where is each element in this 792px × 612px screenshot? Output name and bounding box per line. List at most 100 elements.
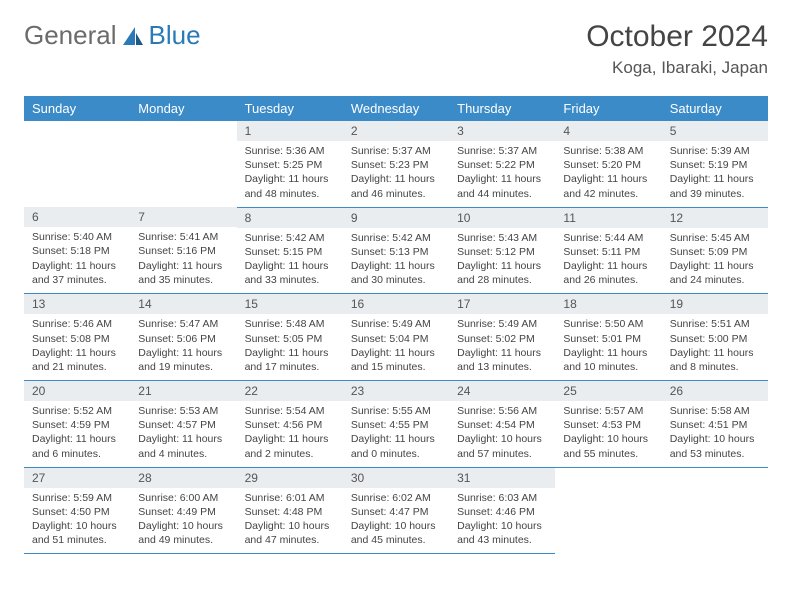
- calendar-cell: 30Sunrise: 6:02 AMSunset: 4:47 PMDayligh…: [343, 467, 449, 554]
- day-number: 6: [24, 207, 130, 227]
- calendar-cell: 1Sunrise: 5:36 AMSunset: 5:25 PMDaylight…: [237, 121, 343, 207]
- calendar-row: 27Sunrise: 5:59 AMSunset: 4:50 PMDayligh…: [24, 467, 768, 554]
- calendar-row: 20Sunrise: 5:52 AMSunset: 4:59 PMDayligh…: [24, 381, 768, 468]
- calendar-cell: 25Sunrise: 5:57 AMSunset: 4:53 PMDayligh…: [555, 381, 661, 468]
- day-content: Sunrise: 5:51 AMSunset: 5:00 PMDaylight:…: [662, 314, 768, 380]
- day-content: Sunrise: 5:41 AMSunset: 5:16 PMDaylight:…: [130, 227, 236, 293]
- logo: General Blue: [24, 20, 201, 51]
- day-number: 1: [237, 121, 343, 141]
- day-number: 12: [662, 208, 768, 228]
- day-number: 4: [555, 121, 661, 141]
- weekday-header: Tuesday: [237, 96, 343, 121]
- weekday-header: Monday: [130, 96, 236, 121]
- calendar-cell: 27Sunrise: 5:59 AMSunset: 4:50 PMDayligh…: [24, 467, 130, 554]
- day-content: Sunrise: 5:59 AMSunset: 4:50 PMDaylight:…: [24, 488, 130, 554]
- calendar-cell: 4Sunrise: 5:38 AMSunset: 5:20 PMDaylight…: [555, 121, 661, 207]
- weekday-header-row: SundayMondayTuesdayWednesdayThursdayFrid…: [24, 96, 768, 121]
- calendar-row: 6Sunrise: 5:40 AMSunset: 5:18 PMDaylight…: [24, 207, 768, 294]
- calendar-cell: 13Sunrise: 5:46 AMSunset: 5:08 PMDayligh…: [24, 294, 130, 381]
- calendar-body: 1Sunrise: 5:36 AMSunset: 5:25 PMDaylight…: [24, 121, 768, 554]
- day-number: 17: [449, 294, 555, 314]
- calendar-cell: 29Sunrise: 6:01 AMSunset: 4:48 PMDayligh…: [237, 467, 343, 554]
- day-number: 5: [662, 121, 768, 141]
- logo-sail-icon: [121, 25, 145, 47]
- calendar-cell: 9Sunrise: 5:42 AMSunset: 5:13 PMDaylight…: [343, 207, 449, 294]
- calendar-cell: [555, 467, 661, 554]
- day-number: 25: [555, 381, 661, 401]
- day-number: 9: [343, 208, 449, 228]
- calendar-cell: [130, 121, 236, 207]
- day-content: Sunrise: 6:00 AMSunset: 4:49 PMDaylight:…: [130, 488, 236, 554]
- day-number: 30: [343, 468, 449, 488]
- calendar-table: SundayMondayTuesdayWednesdayThursdayFrid…: [24, 96, 768, 554]
- day-content: Sunrise: 6:01 AMSunset: 4:48 PMDaylight:…: [237, 488, 343, 554]
- day-content: Sunrise: 6:03 AMSunset: 4:46 PMDaylight:…: [449, 488, 555, 554]
- day-number: 8: [237, 208, 343, 228]
- weekday-header: Sunday: [24, 96, 130, 121]
- day-content: Sunrise: 5:36 AMSunset: 5:25 PMDaylight:…: [237, 141, 343, 207]
- calendar-cell: 23Sunrise: 5:55 AMSunset: 4:55 PMDayligh…: [343, 381, 449, 468]
- calendar-cell: 2Sunrise: 5:37 AMSunset: 5:23 PMDaylight…: [343, 121, 449, 207]
- day-content: Sunrise: 5:56 AMSunset: 4:54 PMDaylight:…: [449, 401, 555, 467]
- calendar-cell: 20Sunrise: 5:52 AMSunset: 4:59 PMDayligh…: [24, 381, 130, 468]
- calendar-cell: 5Sunrise: 5:39 AMSunset: 5:19 PMDaylight…: [662, 121, 768, 207]
- day-number: 31: [449, 468, 555, 488]
- day-content: Sunrise: 5:45 AMSunset: 5:09 PMDaylight:…: [662, 228, 768, 294]
- day-number: 3: [449, 121, 555, 141]
- day-number: 19: [662, 294, 768, 314]
- day-content: Sunrise: 5:50 AMSunset: 5:01 PMDaylight:…: [555, 314, 661, 380]
- calendar-cell: 19Sunrise: 5:51 AMSunset: 5:00 PMDayligh…: [662, 294, 768, 381]
- day-number: 26: [662, 381, 768, 401]
- calendar-cell: 3Sunrise: 5:37 AMSunset: 5:22 PMDaylight…: [449, 121, 555, 207]
- weekday-header: Wednesday: [343, 96, 449, 121]
- page-header: General Blue October 2024 Koga, Ibaraki,…: [24, 20, 768, 78]
- day-number: 22: [237, 381, 343, 401]
- location-text: Koga, Ibaraki, Japan: [586, 58, 768, 78]
- day-number: 28: [130, 468, 236, 488]
- calendar-row: 1Sunrise: 5:36 AMSunset: 5:25 PMDaylight…: [24, 121, 768, 207]
- calendar-cell: 11Sunrise: 5:44 AMSunset: 5:11 PMDayligh…: [555, 207, 661, 294]
- day-content: Sunrise: 5:42 AMSunset: 5:15 PMDaylight:…: [237, 228, 343, 294]
- calendar-cell: 24Sunrise: 5:56 AMSunset: 4:54 PMDayligh…: [449, 381, 555, 468]
- day-content: Sunrise: 5:37 AMSunset: 5:23 PMDaylight:…: [343, 141, 449, 207]
- day-content: Sunrise: 5:48 AMSunset: 5:05 PMDaylight:…: [237, 314, 343, 380]
- logo-text-blue: Blue: [149, 20, 201, 51]
- month-title: October 2024: [586, 20, 768, 54]
- day-number: 27: [24, 468, 130, 488]
- calendar-cell: 12Sunrise: 5:45 AMSunset: 5:09 PMDayligh…: [662, 207, 768, 294]
- day-number: 20: [24, 381, 130, 401]
- calendar-cell: 7Sunrise: 5:41 AMSunset: 5:16 PMDaylight…: [130, 207, 236, 294]
- day-content: Sunrise: 5:44 AMSunset: 5:11 PMDaylight:…: [555, 228, 661, 294]
- calendar-cell: 18Sunrise: 5:50 AMSunset: 5:01 PMDayligh…: [555, 294, 661, 381]
- day-content: Sunrise: 5:39 AMSunset: 5:19 PMDaylight:…: [662, 141, 768, 207]
- weekday-header: Thursday: [449, 96, 555, 121]
- day-content: Sunrise: 6:02 AMSunset: 4:47 PMDaylight:…: [343, 488, 449, 554]
- calendar-cell: 17Sunrise: 5:49 AMSunset: 5:02 PMDayligh…: [449, 294, 555, 381]
- calendar-cell: 10Sunrise: 5:43 AMSunset: 5:12 PMDayligh…: [449, 207, 555, 294]
- day-number: 10: [449, 208, 555, 228]
- day-content: Sunrise: 5:49 AMSunset: 5:02 PMDaylight:…: [449, 314, 555, 380]
- day-number: 21: [130, 381, 236, 401]
- day-number: 11: [555, 208, 661, 228]
- calendar-cell: [662, 467, 768, 554]
- day-content: Sunrise: 5:53 AMSunset: 4:57 PMDaylight:…: [130, 401, 236, 467]
- title-block: October 2024 Koga, Ibaraki, Japan: [586, 20, 768, 78]
- day-number: 23: [343, 381, 449, 401]
- day-number: 15: [237, 294, 343, 314]
- day-content: Sunrise: 5:40 AMSunset: 5:18 PMDaylight:…: [24, 227, 130, 293]
- day-content: Sunrise: 5:38 AMSunset: 5:20 PMDaylight:…: [555, 141, 661, 207]
- day-content: Sunrise: 5:57 AMSunset: 4:53 PMDaylight:…: [555, 401, 661, 467]
- day-number: 14: [130, 294, 236, 314]
- day-number: 13: [24, 294, 130, 314]
- calendar-cell: [24, 121, 130, 207]
- day-content: Sunrise: 5:47 AMSunset: 5:06 PMDaylight:…: [130, 314, 236, 380]
- day-number: 7: [130, 207, 236, 227]
- calendar-cell: 14Sunrise: 5:47 AMSunset: 5:06 PMDayligh…: [130, 294, 236, 381]
- day-number: 24: [449, 381, 555, 401]
- calendar-cell: 26Sunrise: 5:58 AMSunset: 4:51 PMDayligh…: [662, 381, 768, 468]
- day-content: Sunrise: 5:52 AMSunset: 4:59 PMDaylight:…: [24, 401, 130, 467]
- day-content: Sunrise: 5:54 AMSunset: 4:56 PMDaylight:…: [237, 401, 343, 467]
- calendar-cell: 15Sunrise: 5:48 AMSunset: 5:05 PMDayligh…: [237, 294, 343, 381]
- calendar-row: 13Sunrise: 5:46 AMSunset: 5:08 PMDayligh…: [24, 294, 768, 381]
- day-content: Sunrise: 5:43 AMSunset: 5:12 PMDaylight:…: [449, 228, 555, 294]
